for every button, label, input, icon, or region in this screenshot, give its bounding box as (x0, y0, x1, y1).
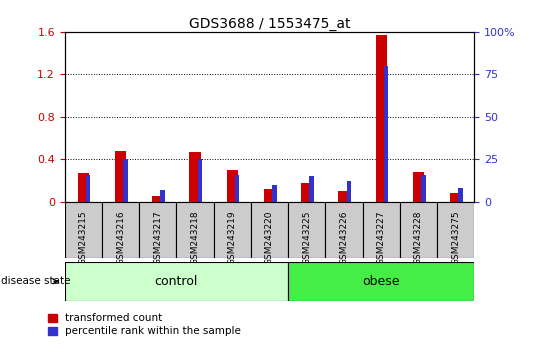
Bar (338, 191, 350, 202)
Bar (347, 181, 351, 202)
Text: control: control (155, 275, 198, 288)
Bar (363, 202, 400, 258)
Bar (288, 262, 474, 301)
Bar (384, 66, 388, 202)
Bar (264, 189, 275, 202)
Bar (326, 202, 363, 258)
Text: GSM243217: GSM243217 (153, 210, 162, 265)
Bar (400, 202, 437, 258)
Bar (413, 172, 424, 202)
Bar (458, 188, 463, 202)
Bar (65, 262, 288, 301)
Text: GSM243228: GSM243228 (414, 210, 423, 265)
Bar (123, 159, 128, 202)
Bar (139, 202, 176, 258)
Bar (437, 202, 474, 258)
Text: GSM243227: GSM243227 (377, 210, 386, 265)
Bar (213, 202, 251, 258)
Title: GDS3688 / 1553475_at: GDS3688 / 1553475_at (189, 17, 350, 31)
Bar (152, 196, 163, 202)
Bar (235, 175, 239, 202)
Bar (376, 35, 387, 202)
Bar (227, 170, 238, 202)
Text: obese: obese (362, 275, 400, 288)
Bar (288, 202, 326, 258)
Text: GSM243216: GSM243216 (116, 210, 125, 265)
Bar (65, 202, 102, 258)
Text: GSM243226: GSM243226 (340, 210, 349, 265)
Text: GSM243220: GSM243220 (265, 210, 274, 265)
Bar (161, 190, 165, 202)
Text: GSM243275: GSM243275 (451, 210, 460, 265)
Bar (251, 202, 288, 258)
Text: GSM243218: GSM243218 (190, 210, 199, 265)
Bar (115, 151, 126, 202)
Bar (86, 175, 91, 202)
Bar (198, 159, 202, 202)
Bar (102, 202, 139, 258)
Bar (176, 202, 213, 258)
Text: GSM243225: GSM243225 (302, 210, 311, 265)
Bar (272, 185, 277, 202)
Text: disease state: disease state (1, 276, 70, 286)
Bar (450, 193, 461, 202)
Bar (309, 176, 314, 202)
Legend: transformed count, percentile rank within the sample: transformed count, percentile rank withi… (49, 313, 241, 336)
Bar (78, 173, 89, 202)
Bar (421, 175, 425, 202)
Text: GSM243219: GSM243219 (228, 210, 237, 265)
Text: GSM243215: GSM243215 (79, 210, 88, 265)
Bar (189, 152, 201, 202)
Bar (301, 183, 312, 202)
